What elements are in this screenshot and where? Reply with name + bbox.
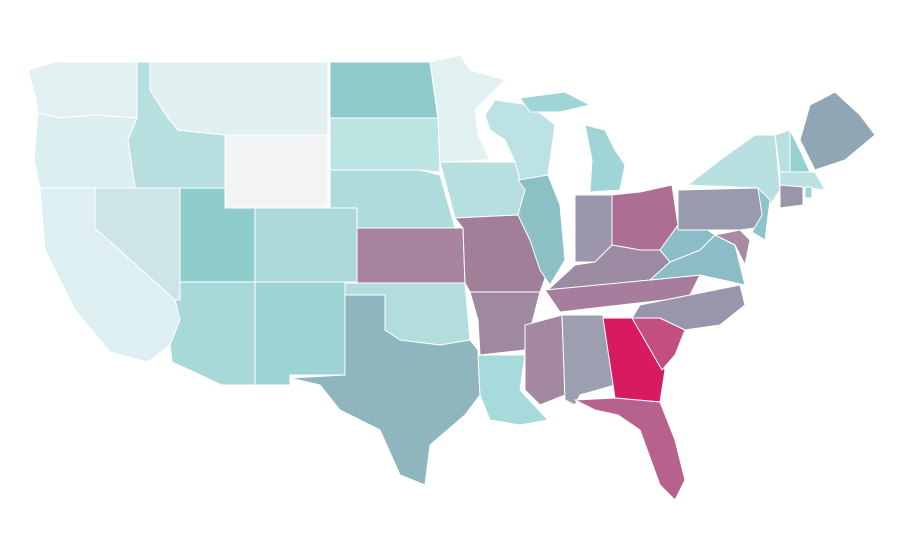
state-region [799, 91, 876, 171]
state-region [33, 112, 138, 189]
state-region [602, 317, 666, 403]
state-region [714, 229, 751, 266]
state-region [356, 227, 466, 284]
state-region [224, 134, 329, 209]
state-region [469, 291, 541, 356]
state-region [254, 207, 358, 283]
state-region [677, 187, 766, 231]
state-region [779, 184, 804, 209]
state-region [517, 174, 566, 286]
state-region [254, 281, 346, 386]
state-region [169, 281, 256, 386]
state-region [484, 99, 556, 181]
state-region [524, 314, 566, 406]
state-region [584, 124, 626, 193]
state-region [477, 354, 549, 426]
state-region [751, 187, 771, 241]
state-region [439, 161, 526, 219]
state-region [329, 61, 439, 119]
state-region [519, 91, 591, 113]
state-region [804, 186, 813, 199]
state-region [149, 61, 329, 136]
state-region [329, 117, 441, 173]
state-region [574, 397, 686, 501]
state-region [561, 314, 616, 406]
state-region [631, 284, 746, 331]
state-region [289, 294, 481, 486]
state-region [27, 61, 138, 119]
state-region [429, 54, 506, 163]
